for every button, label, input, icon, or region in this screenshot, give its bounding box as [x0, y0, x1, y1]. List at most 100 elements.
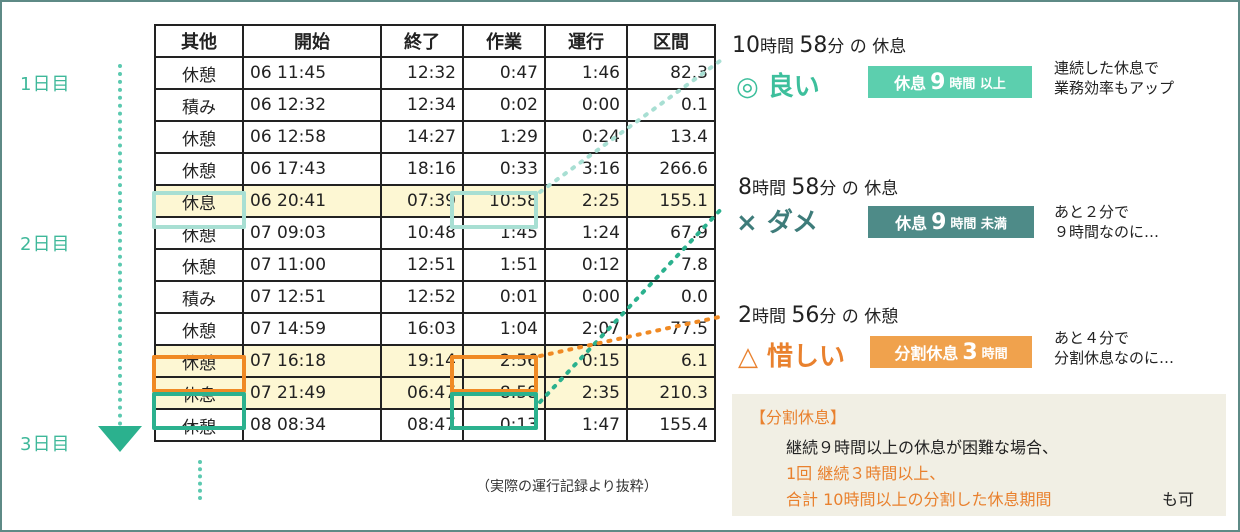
table-cell: 06 20:41: [242, 184, 382, 218]
table-row: 積み 06 12:32 12:34 0:02 0:00 0.1: [154, 88, 716, 122]
table-row: 休息 07 21:49 06:47 8:58 2:35 210.3: [154, 376, 716, 410]
table-cell: 06 11:45: [242, 56, 382, 90]
header-drive: 運行: [544, 24, 628, 58]
highlight-box-rest-1-work: [450, 191, 538, 229]
table-cell: 06 17:43: [242, 152, 382, 186]
table-cell: 休憩: [154, 120, 244, 154]
table-cell: 12:52: [380, 280, 464, 314]
day-label-3: 3日目: [20, 434, 71, 455]
table-cell: 積み: [154, 88, 244, 122]
table-cell: 07 14:59: [242, 312, 382, 346]
case-bad-heading: 8時間 58分 の 休息: [738, 175, 899, 200]
table-cell: 0:00: [544, 280, 628, 314]
case-good-tag: 休息 9 時間 以上: [868, 66, 1032, 98]
table-cell: 6.1: [626, 344, 716, 378]
case-good-note: 連続した休息で 業務効率もアップ: [1054, 59, 1175, 97]
header-work: 作業: [462, 24, 546, 58]
case-good-heading: 10時間 58分 の 休息: [732, 33, 907, 58]
highlight-box-rest-1-type: [152, 191, 246, 229]
split-rest-title: 【分割休息】: [750, 408, 847, 427]
table-cell: 14:27: [380, 120, 464, 154]
connector-good: [538, 56, 726, 194]
table-cell: 1:51: [462, 248, 546, 282]
source-note: （実際の運行記録より抜粋）: [476, 479, 658, 495]
table-cell: 休憩: [154, 56, 244, 90]
table-cell: 2:07: [544, 312, 628, 346]
header-start: 開始: [242, 24, 382, 58]
table-cell: 06:47: [380, 376, 464, 410]
table-row: 休憩 06 11:45 12:32 0:47 1:46 82.3: [154, 56, 716, 90]
table-row: 積み 07 12:51 12:52 0:01 0:00 0.0: [154, 280, 716, 314]
highlight-box-break-work: [450, 355, 538, 393]
table-cell: 1:04: [462, 312, 546, 346]
table-cell: 19:14: [380, 344, 464, 378]
table-cell: 休息: [154, 184, 244, 218]
case-bad-tag: 休息 9 時間 未満: [868, 206, 1034, 238]
table-cell: 13.4: [626, 120, 716, 154]
table-cell: 06 12:32: [242, 88, 382, 122]
table-cell: 休憩: [154, 216, 244, 250]
case-bad-note: あと２分で ９時間なのに…: [1054, 203, 1160, 241]
table-cell: 0:24: [544, 120, 628, 154]
table-cell: 1:46: [544, 56, 628, 90]
table-cell: 0:13: [462, 408, 546, 442]
table-row: 休憩 07 11:00 12:51 1:51 0:12 7.8: [154, 248, 716, 282]
table-cell: 0:01: [462, 280, 546, 314]
table-cell: 休憩: [154, 152, 244, 186]
table-row: 休憩 06 17:43 18:16 0:33 3:16 266.6: [154, 152, 716, 186]
split-rest-line1: 継続９時間以上の休息が困難な場合、: [786, 438, 1059, 457]
table-cell: 10:48: [380, 216, 464, 250]
table-cell: 0:12: [544, 248, 628, 282]
table-row: 休憩 06 12:58 14:27 1:29 0:24 13.4: [154, 120, 716, 154]
header-distance: 区間: [626, 24, 716, 58]
table-cell: 0:47: [462, 56, 546, 90]
table-cell: 06 12:58: [242, 120, 382, 154]
header-type: 其他: [154, 24, 244, 58]
highlight-box-break-type: [152, 355, 246, 393]
timeline-arrow-icon: [98, 426, 142, 452]
table-cell: 0.0: [626, 280, 716, 314]
connector-bad: [538, 204, 726, 404]
table-cell: 07 16:18: [242, 344, 382, 378]
case-good-verdict: ◎ 良い: [736, 72, 820, 102]
table-cell: 12:34: [380, 88, 464, 122]
table-cell: 2:35: [544, 376, 628, 410]
table-cell: 77.5: [626, 312, 716, 346]
case-close-tag: 分割休息 3 時間: [870, 336, 1032, 368]
table-cell: 155.4: [626, 408, 716, 442]
table-cell: 07 12:51: [242, 280, 382, 314]
table-cell: 2:56: [462, 344, 546, 378]
split-rest-line2: 1回 継続３時間以上、: [786, 464, 946, 483]
table-cell: 12:32: [380, 56, 464, 90]
operation-log-table: 其他 開始 終了 作業 運行 区間 休憩 06 11:45 12:32 0:47 1:4…: [154, 24, 716, 442]
case-close-verdict: △ 惜しい: [738, 342, 846, 372]
table-cell: 67.9: [626, 216, 716, 250]
table-cell: 1:24: [544, 216, 628, 250]
split-rest-line3: 合計 10時間以上の分割した休息期間: [786, 490, 1052, 509]
table-cell: 07 09:03: [242, 216, 382, 250]
timeline-dotted-line: [118, 64, 122, 426]
table-cell: 2:25: [544, 184, 628, 218]
table-cell: 0.1: [626, 88, 716, 122]
highlight-box-rest-2-work: [450, 392, 538, 430]
table-cell: 210.3: [626, 376, 716, 410]
split-rest-panel: 【分割休息】 継続９時間以上の休息が困難な場合、 1回 継続３時間以上、 合計 …: [732, 394, 1226, 516]
table-cell: 1:47: [544, 408, 628, 442]
table-cell: 266.6: [626, 152, 716, 186]
table-row: 休憩 07 16:18 19:14 2:56 0:15 6.1: [154, 344, 716, 378]
table-cell: 積み: [154, 280, 244, 314]
table-row: 休憩 07 14:59 16:03 1:04 2:07 77.5: [154, 312, 716, 346]
split-rest-line3-suffix: も可: [1162, 490, 1195, 509]
day-label-1: 1日目: [20, 74, 71, 95]
table-cell: 18:16: [380, 152, 464, 186]
table-tail-dotted-line: [198, 460, 202, 500]
table-cell: 07 11:00: [242, 248, 382, 282]
table-cell: 1:29: [462, 120, 546, 154]
table-cell: 08 08:34: [242, 408, 382, 442]
table-cell: 0:02: [462, 88, 546, 122]
highlight-box-rest-2-type: [152, 392, 246, 430]
table-cell: 10:58: [462, 184, 546, 218]
table-cell: 休憩: [154, 248, 244, 282]
